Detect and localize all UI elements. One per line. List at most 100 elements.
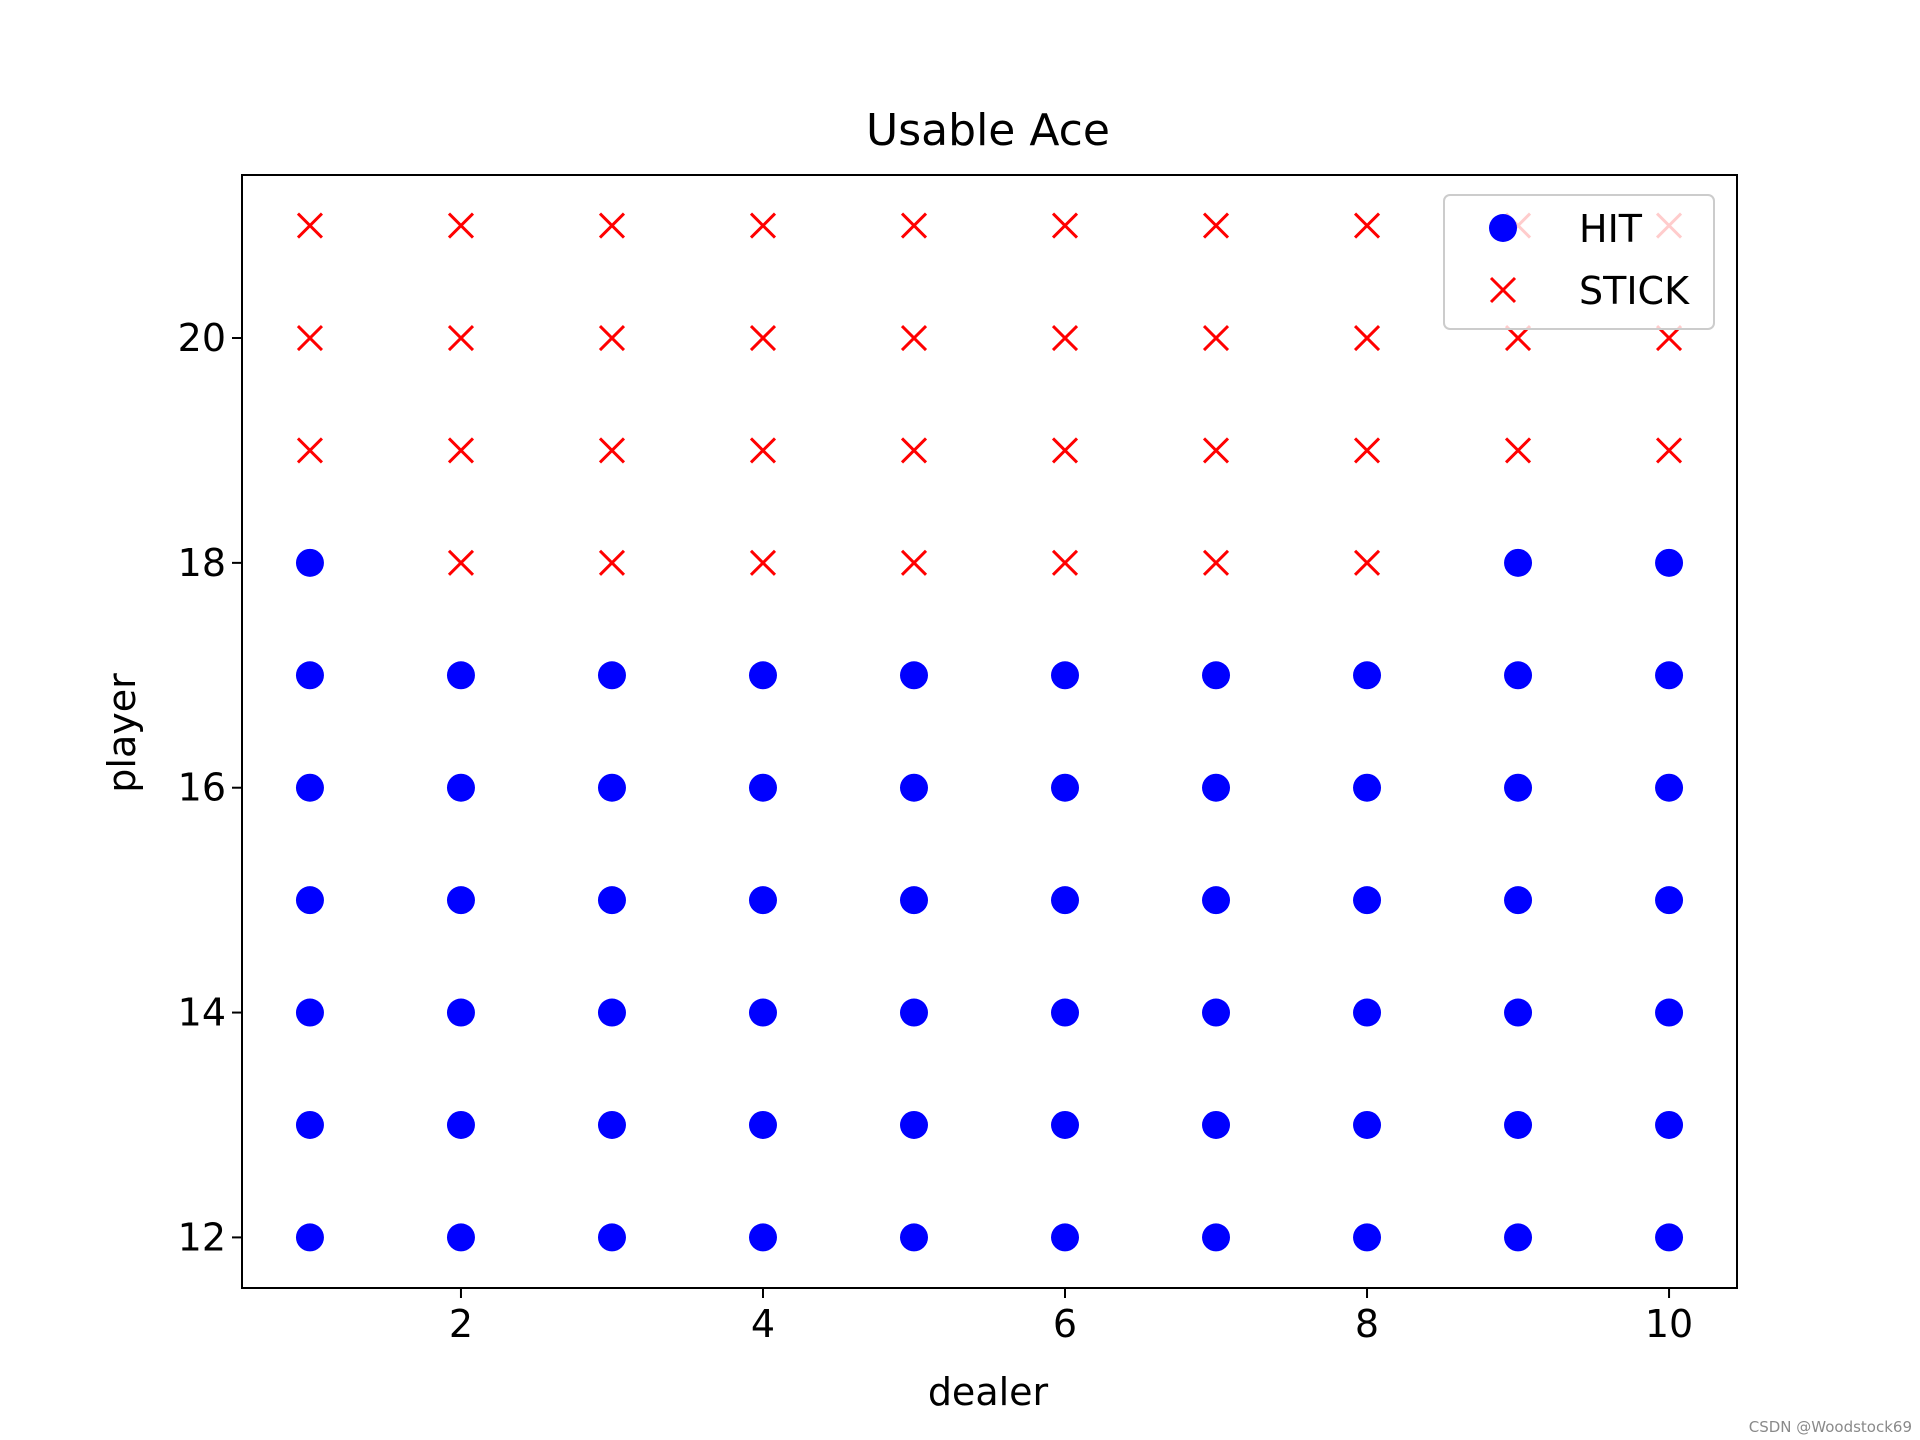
point-stick-8-18-stroke-b bbox=[1353, 549, 1381, 576]
point-stick-2-21 bbox=[447, 212, 475, 239]
point-stick-7-20-stroke-b bbox=[1202, 324, 1230, 352]
point-hit-3-12 bbox=[597, 1223, 626, 1252]
point-hit-8-12 bbox=[1353, 1223, 1382, 1252]
point-stick-9-19 bbox=[1504, 437, 1532, 464]
point-stick-3-19-stroke-b bbox=[598, 437, 626, 464]
point-hit-1-16 bbox=[295, 773, 324, 802]
point-stick-7-19 bbox=[1202, 437, 1230, 464]
y-tick-label-18: 18 bbox=[178, 541, 226, 585]
point-stick-4-21-stroke-b bbox=[749, 212, 777, 239]
point-hit-9-16 bbox=[1504, 773, 1533, 802]
point-stick-4-18 bbox=[749, 549, 777, 576]
point-stick-1-21 bbox=[296, 212, 324, 239]
point-hit-10-14 bbox=[1655, 998, 1684, 1027]
point-stick-5-20 bbox=[900, 324, 928, 352]
point-stick-6-21-stroke-b bbox=[1051, 212, 1079, 239]
legend-marker-stick-stroke-b bbox=[1489, 276, 1517, 304]
y-axis-label: player bbox=[100, 673, 144, 793]
legend-marker-hit bbox=[1489, 214, 1517, 242]
point-hit-1-12 bbox=[295, 1223, 324, 1252]
x-tick-label-10: 10 bbox=[1645, 1302, 1693, 1346]
point-hit-3-17 bbox=[597, 661, 626, 690]
point-stick-7-21-stroke-b bbox=[1202, 212, 1230, 239]
point-stick-9-20-stroke-b bbox=[1504, 324, 1532, 352]
y-tick-label-16: 16 bbox=[178, 766, 226, 810]
point-hit-5-13 bbox=[899, 1110, 928, 1139]
point-stick-6-20 bbox=[1051, 324, 1079, 352]
point-stick-3-21 bbox=[598, 212, 626, 239]
point-stick-7-20 bbox=[1202, 324, 1230, 352]
legend-label-hit: HIT bbox=[1579, 207, 1643, 251]
point-stick-9-19-stroke-b bbox=[1504, 437, 1532, 464]
point-hit-5-15 bbox=[899, 886, 928, 915]
point-stick-8-19-stroke-b bbox=[1353, 437, 1381, 464]
point-hit-5-16 bbox=[899, 773, 928, 802]
point-hit-10-18 bbox=[1655, 548, 1684, 577]
point-stick-8-21 bbox=[1353, 212, 1381, 239]
legend-label-stick: STICK bbox=[1579, 269, 1690, 313]
x-tick-label-2: 2 bbox=[449, 1302, 473, 1346]
point-hit-2-13 bbox=[446, 1110, 475, 1139]
point-hit-6-12 bbox=[1051, 1223, 1080, 1252]
point-stick-2-18-stroke-b bbox=[447, 549, 475, 576]
point-hit-8-14 bbox=[1353, 998, 1382, 1027]
point-stick-3-20 bbox=[598, 324, 626, 352]
point-hit-7-13 bbox=[1202, 1110, 1231, 1139]
point-stick-10-19-stroke-b bbox=[1655, 437, 1683, 464]
point-stick-3-20-stroke-b bbox=[598, 324, 626, 352]
point-hit-3-16 bbox=[597, 773, 626, 802]
point-hit-3-13 bbox=[597, 1110, 626, 1139]
point-hit-7-16 bbox=[1202, 773, 1231, 802]
point-hit-5-14 bbox=[899, 998, 928, 1027]
point-stick-1-19-stroke-b bbox=[296, 437, 324, 464]
point-stick-3-21-stroke-b bbox=[598, 212, 626, 239]
point-hit-6-16 bbox=[1051, 773, 1080, 802]
point-stick-10-19 bbox=[1655, 437, 1683, 464]
point-hit-6-17 bbox=[1051, 661, 1080, 690]
point-hit-9-15 bbox=[1504, 886, 1533, 915]
point-stick-6-19-stroke-b bbox=[1051, 437, 1079, 464]
point-hit-1-13 bbox=[295, 1110, 324, 1139]
point-stick-5-18 bbox=[900, 549, 928, 576]
point-hit-2-14 bbox=[446, 998, 475, 1027]
point-stick-5-19-stroke-b bbox=[900, 437, 928, 464]
point-stick-8-19 bbox=[1353, 437, 1381, 464]
point-stick-2-19 bbox=[447, 437, 475, 464]
x-tick-label-6: 6 bbox=[1053, 1302, 1077, 1346]
point-hit-5-17 bbox=[899, 661, 928, 690]
point-stick-4-21 bbox=[749, 212, 777, 239]
point-stick-5-18-stroke-b bbox=[900, 549, 928, 576]
point-hit-7-15 bbox=[1202, 886, 1231, 915]
legend: HIT STICK bbox=[1443, 194, 1715, 330]
point-hit-7-17 bbox=[1202, 661, 1231, 690]
point-hit-2-17 bbox=[446, 661, 475, 690]
point-stick-3-19 bbox=[598, 437, 626, 464]
point-hit-7-14 bbox=[1202, 998, 1231, 1027]
point-stick-2-20 bbox=[447, 324, 475, 352]
point-stick-8-20-stroke-b bbox=[1353, 324, 1381, 352]
point-stick-5-20-stroke-b bbox=[900, 324, 928, 352]
point-stick-5-21 bbox=[900, 212, 928, 239]
point-stick-8-18 bbox=[1353, 549, 1381, 576]
point-stick-2-20-stroke-b bbox=[447, 324, 475, 352]
point-hit-4-15 bbox=[748, 886, 777, 915]
point-stick-4-20 bbox=[749, 324, 777, 352]
point-hit-1-17 bbox=[295, 661, 324, 690]
legend-marker-stick bbox=[1489, 276, 1517, 304]
point-hit-6-13 bbox=[1051, 1110, 1080, 1139]
x-axis-ticks: 2 4 6 8 10 bbox=[449, 1288, 1693, 1346]
point-stick-7-21 bbox=[1202, 212, 1230, 239]
point-stick-8-20 bbox=[1353, 324, 1381, 352]
point-stick-3-18-stroke-b bbox=[598, 549, 626, 576]
x-tick-label-8: 8 bbox=[1355, 1302, 1379, 1346]
point-stick-8-21-stroke-b bbox=[1353, 212, 1381, 239]
point-stick-7-18-stroke-b bbox=[1202, 549, 1230, 576]
point-stick-9-20 bbox=[1504, 324, 1532, 352]
point-stick-1-20 bbox=[296, 324, 324, 352]
chart-marks bbox=[295, 212, 1684, 1252]
point-stick-1-20-stroke-b bbox=[296, 324, 324, 352]
y-tick-label-14: 14 bbox=[178, 991, 226, 1035]
x-tick-label-4: 4 bbox=[751, 1302, 775, 1346]
point-stick-6-19 bbox=[1051, 437, 1079, 464]
point-stick-4-19 bbox=[749, 437, 777, 464]
